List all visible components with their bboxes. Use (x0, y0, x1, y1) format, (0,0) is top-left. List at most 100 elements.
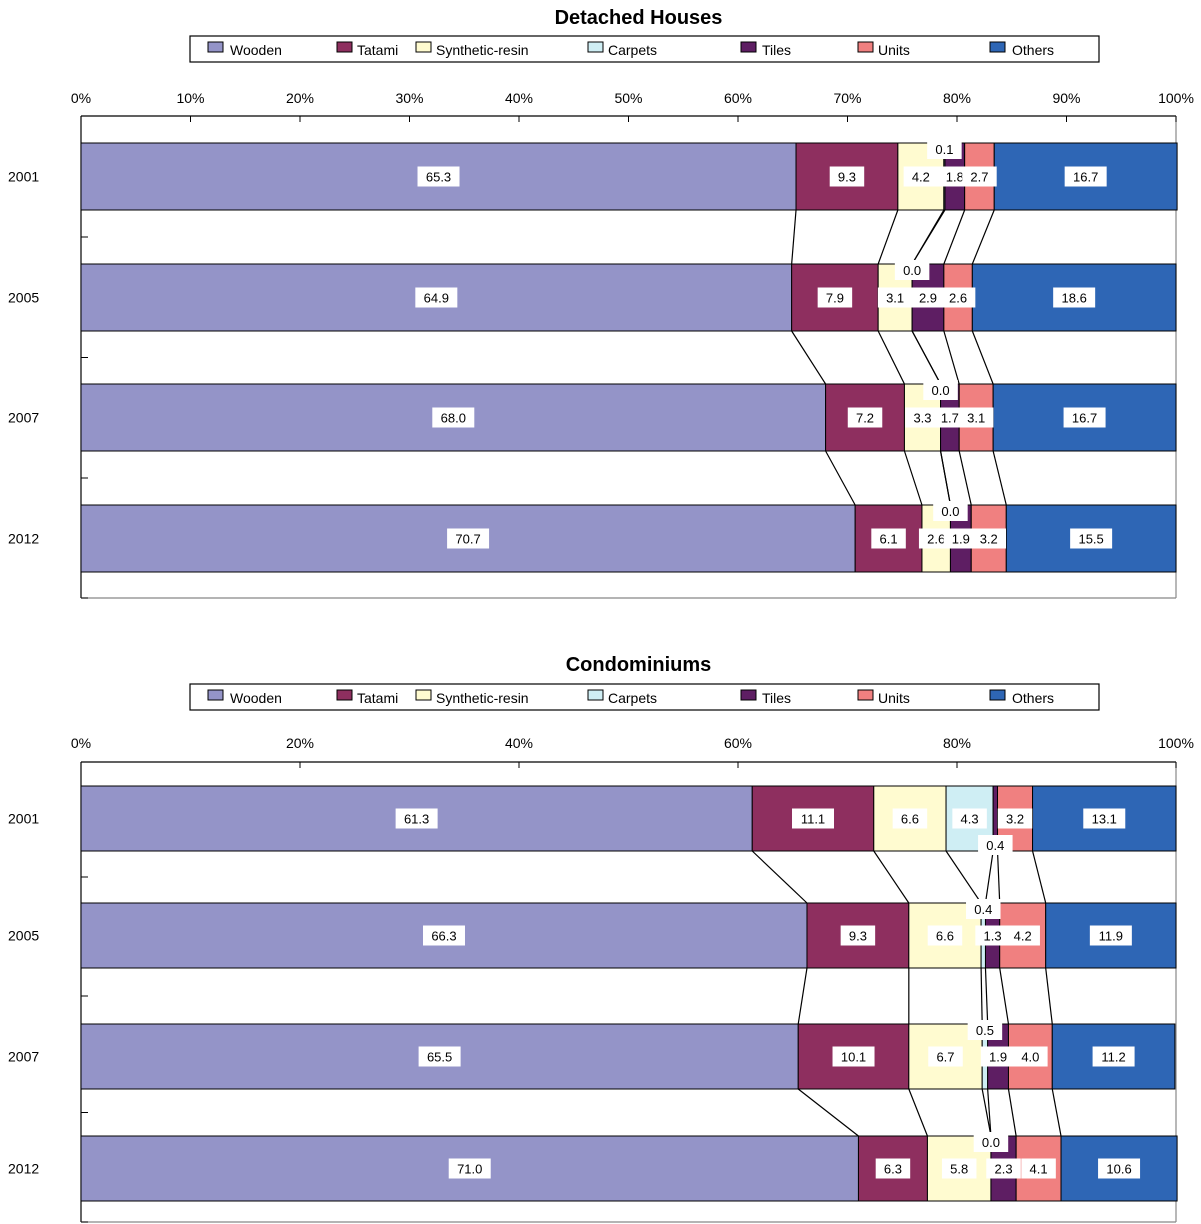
data-label-bg (928, 1046, 963, 1067)
data-label: 16.7 (1064, 166, 1107, 187)
data-label-bg (894, 260, 930, 280)
data-label-bg (940, 287, 976, 308)
data-label-bg (997, 808, 1033, 829)
legend-item-others: Others (989, 41, 1054, 58)
legend-swatch (740, 41, 757, 53)
data-label-bg (875, 1158, 911, 1179)
legend-label: Tiles (762, 690, 791, 706)
series-connector (911, 330, 942, 385)
legend-item-tiles: Tiles (740, 689, 791, 706)
legend-swatch (336, 41, 353, 53)
x-tick-label: 50% (614, 90, 642, 106)
data-label-bg (817, 287, 853, 308)
series-connector (791, 330, 827, 385)
data-label: 4.2 (1005, 925, 1040, 946)
data-label-bg (927, 139, 962, 159)
category-label: 2001 (8, 169, 39, 185)
data-label: 71.0 (448, 1158, 491, 1179)
data-label: 68.0 (432, 407, 475, 428)
series-connector (877, 330, 905, 385)
legend-label: Carpets (608, 690, 657, 706)
legend-swatch (415, 689, 432, 701)
legend-item-units: Units (857, 689, 910, 706)
data-label: 6.1 (871, 528, 906, 549)
data-label: 64.9 (415, 287, 458, 308)
data-label-text: 2.6 (927, 532, 945, 547)
data-label: 70.7 (447, 528, 490, 549)
data-label-text: 1.9 (952, 532, 970, 547)
data-label-text: 1.8 (946, 170, 964, 185)
data-label: 2.7 (962, 166, 997, 187)
series-connector (943, 209, 966, 265)
x-tick-label: 0% (71, 735, 91, 751)
data-label-bg (432, 407, 475, 428)
data-label-text: 7.9 (826, 291, 844, 306)
legend-item-carpets: Carpets (587, 41, 657, 58)
legend-swatch (587, 41, 604, 53)
data-label-text: 0.0 (941, 504, 959, 519)
data-label-bg (1053, 287, 1096, 308)
x-tick-label: 60% (724, 90, 752, 106)
data-label: 1.7 (932, 407, 968, 428)
legend-item-others: Others (989, 689, 1054, 706)
legend-swatch (207, 689, 224, 701)
data-label-bg (871, 528, 906, 549)
data-label: 11.1 (792, 808, 835, 829)
legend-swatch (740, 689, 757, 701)
data-label-text: 2.3 (994, 1162, 1012, 1177)
x-tick-label: 80% (943, 735, 971, 751)
data-label-bg (417, 166, 460, 187)
data-label-bg (967, 1020, 1003, 1040)
x-tick-label: 80% (943, 90, 971, 106)
chart-panel-1: Detached Houses Wooden Tatami Synthetic-res… (8, 7, 1194, 599)
legend: Wooden Tatami Synthetic-resin Carpets Tiles U… (189, 35, 1100, 63)
data-label-bg (923, 380, 958, 400)
legend-label: Tatami (357, 42, 398, 58)
x-tick-label: 90% (1052, 90, 1080, 106)
data-label: 9.3 (829, 166, 865, 187)
category-label: 2001 (8, 811, 39, 827)
data-label-bg (932, 407, 968, 428)
data-label-text: 3.3 (913, 411, 931, 426)
data-label: 4.0 (1013, 1046, 1048, 1067)
chart-panel-2: Condominiums Wooden Tatami Synthetic-resin C… (8, 654, 1194, 1223)
chart-title: Condominiums (566, 654, 712, 676)
data-label-text: 1.3 (984, 929, 1002, 944)
legend-swatch (587, 689, 604, 701)
series-connector (1045, 967, 1053, 1025)
data-label: 3.2 (971, 528, 1007, 549)
data-label: 10.1 (832, 1046, 875, 1067)
x-tick-label: 100% (1158, 90, 1194, 106)
data-label-bg (943, 528, 979, 549)
data-label-bg (892, 808, 928, 829)
series-connector (984, 967, 989, 1025)
x-tick-label: 0% (71, 90, 91, 106)
data-label-bg (975, 925, 1010, 946)
data-label-text: 4.2 (1014, 929, 1032, 944)
legend-item-wooden: Wooden (207, 689, 282, 706)
data-label-bg (422, 925, 465, 946)
data-label: 65.5 (418, 1046, 461, 1067)
data-label-text: 6.1 (880, 532, 898, 547)
legend-item-tatami: Tatami (336, 41, 398, 58)
series-connector (981, 1088, 992, 1137)
data-label-bg (927, 925, 963, 946)
legend-label: Wooden (230, 690, 282, 706)
data-label: 1.9 (980, 1046, 1016, 1067)
data-label-bg (1092, 1046, 1135, 1067)
bar-group-2012: 2012 (8, 504, 1177, 573)
series-connector (797, 1088, 859, 1137)
data-label-bg (1064, 166, 1107, 187)
series-connector (996, 850, 1001, 904)
data-label-text: 4.1 (1030, 1162, 1048, 1177)
data-label: 18.6 (1053, 287, 1096, 308)
data-label-bg (958, 407, 994, 428)
data-label-bg (1089, 925, 1132, 946)
series-connector (1007, 1088, 1017, 1137)
data-label-text: 3.1 (886, 291, 904, 306)
x-tick-label: 60% (724, 735, 752, 751)
data-label: 2.3 (986, 1158, 1021, 1179)
data-label-bg (395, 808, 438, 829)
series-connector (971, 330, 994, 385)
